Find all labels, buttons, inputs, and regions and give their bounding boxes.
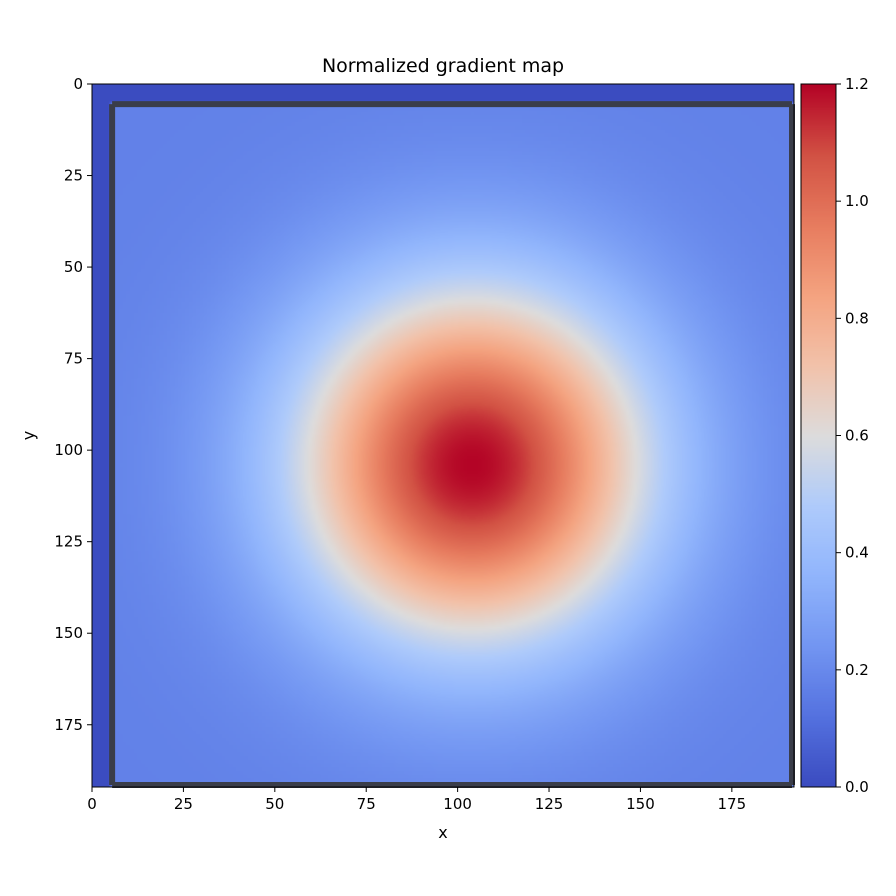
colorbar-tick-label: 0.0 <box>845 778 869 796</box>
colorbar-tick-label: 0.8 <box>845 309 869 327</box>
chart-title: Normalized gradient map <box>322 55 564 77</box>
colorbar-tick-label: 1.2 <box>845 75 869 93</box>
y-tick-label: 125 <box>54 533 83 551</box>
x-tick-label: 125 <box>535 795 564 813</box>
colorbar-tick-label: 0.4 <box>845 544 869 562</box>
y-axis: 0 25 50 75 100 125 150 175 <box>54 75 92 734</box>
colorbar-tick-label: 0.6 <box>845 427 869 445</box>
colorbar-ticks: 0.0 0.2 0.4 0.6 0.8 1.0 1.2 <box>836 75 869 796</box>
x-tick-label: 100 <box>443 795 472 813</box>
x-tick-label: 175 <box>718 795 747 813</box>
y-tick-label: 0 <box>73 75 83 93</box>
plot-area <box>91 83 795 788</box>
plot-border <box>91 83 795 788</box>
colorbar: 0.0 0.2 0.4 0.6 0.8 1.0 1.2 <box>800 75 869 796</box>
x-tick-label: 25 <box>174 795 193 813</box>
colorbar-gradient <box>801 84 836 787</box>
x-tick-label: 150 <box>626 795 655 813</box>
y-tick-label: 25 <box>64 167 83 185</box>
heatmap-image <box>92 84 794 787</box>
y-tick-label: 150 <box>54 624 83 642</box>
x-tick-label: 0 <box>87 795 97 813</box>
x-tick-label: 50 <box>265 795 284 813</box>
y-tick-label: 75 <box>64 350 83 368</box>
x-axis: 0 25 50 75 100 125 150 175 <box>87 787 746 813</box>
y-axis-label: y <box>19 431 38 440</box>
colorbar-tick-label: 1.0 <box>845 192 869 210</box>
x-axis-label: x <box>438 823 447 842</box>
y-tick-label: 50 <box>64 258 83 276</box>
y-tick-label: 175 <box>54 716 83 734</box>
colorbar-tick-label: 0.2 <box>845 661 869 679</box>
x-tick-label: 75 <box>357 795 376 813</box>
y-tick-label: 100 <box>54 441 83 459</box>
